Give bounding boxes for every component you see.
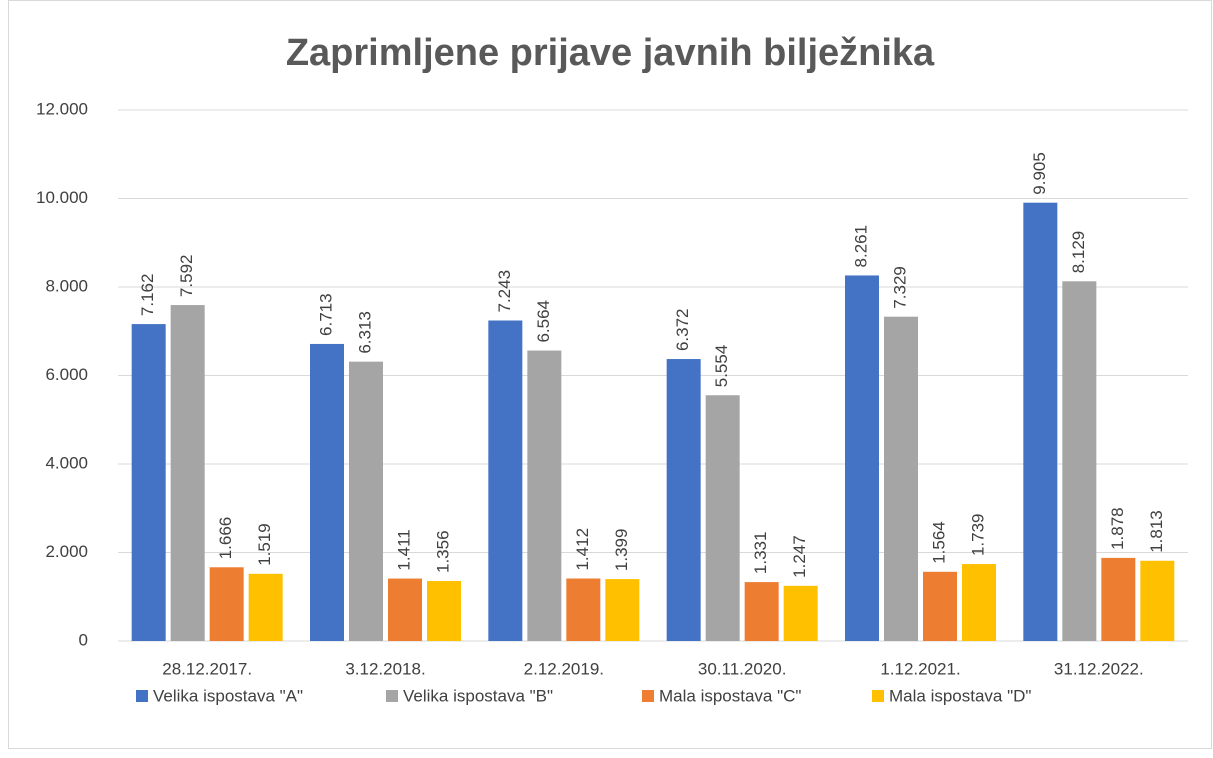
- bar: [488, 320, 523, 641]
- data-label: 7.329: [890, 266, 909, 309]
- x-tick-label: 3.12.2018.: [345, 659, 425, 678]
- bar: [131, 324, 166, 641]
- bar: [427, 580, 461, 641]
- bar: [209, 567, 244, 641]
- y-tick-label: 0: [79, 630, 88, 649]
- legend-label: Mala ispostava "D": [889, 686, 1031, 705]
- data-label: 5.554: [712, 345, 731, 388]
- bar: [170, 305, 205, 641]
- legend-swatch: [136, 690, 148, 702]
- bar: [1140, 560, 1175, 641]
- x-tick-label: 2.12.2019.: [524, 659, 604, 678]
- bar: [783, 585, 818, 641]
- bar: [1023, 202, 1058, 642]
- y-tick-label: 2.000: [45, 542, 88, 561]
- bar: [705, 395, 740, 641]
- legend-label: Mala ispostava "C": [659, 686, 801, 705]
- bar: [962, 564, 996, 641]
- data-label: 1.356: [433, 530, 452, 573]
- data-label: 8.261: [851, 225, 870, 268]
- bar: [310, 343, 344, 641]
- data-label: 7.243: [495, 270, 514, 313]
- legend-swatch: [872, 690, 884, 702]
- legend-label: Velika ispostava "A": [153, 686, 303, 705]
- legend-swatch: [386, 690, 398, 702]
- bar: [349, 361, 383, 641]
- data-label: 6.313: [355, 311, 374, 354]
- data-label: 1.564: [929, 521, 948, 564]
- data-label: 7.162: [138, 274, 157, 317]
- data-label: 1.739: [968, 514, 987, 557]
- data-label: 8.129: [1069, 231, 1088, 274]
- bar: [388, 578, 422, 641]
- x-tick-label: 28.12.2017.: [162, 659, 252, 678]
- data-label: 7.592: [177, 255, 196, 298]
- bar: [248, 573, 283, 641]
- data-label: 1.666: [216, 517, 235, 560]
- y-tick-label: 8.000: [45, 276, 88, 295]
- data-label: 1.247: [790, 535, 809, 578]
- data-label: 9.905: [1030, 152, 1049, 195]
- bar: [884, 316, 918, 641]
- data-label: 1.331: [751, 532, 770, 575]
- bar: [605, 579, 640, 641]
- chart-title: Zaprimljene prijave javnih bilježnika: [286, 32, 935, 74]
- bar: [923, 571, 957, 641]
- bar: [666, 359, 701, 641]
- bar: [1101, 557, 1136, 641]
- bar: [527, 350, 562, 641]
- bar: [845, 275, 879, 641]
- y-tick-label: 10.000: [36, 188, 88, 207]
- data-label: 6.372: [673, 308, 692, 351]
- data-label: 1.412: [573, 528, 592, 571]
- legend-label: Velika ispostava "B": [403, 686, 553, 705]
- data-label: 1.813: [1147, 510, 1166, 553]
- data-label: 1.411: [394, 529, 413, 570]
- y-tick-label: 12.000: [36, 99, 88, 118]
- data-label: 1.519: [255, 523, 274, 566]
- y-tick-label: 4.000: [45, 453, 88, 472]
- x-tick-label: 30.11.2020.: [698, 659, 787, 678]
- y-tick-label: 6.000: [45, 365, 88, 384]
- data-label: 1.878: [1108, 507, 1127, 550]
- x-tick-label: 1.12.2021.: [880, 659, 960, 678]
- x-tick-label: 31.12.2022.: [1054, 659, 1144, 678]
- data-label: 1.399: [612, 529, 631, 572]
- bar: [1062, 281, 1097, 641]
- data-label: 6.564: [534, 300, 553, 343]
- data-label: 6.713: [316, 293, 335, 336]
- bar: [744, 582, 779, 641]
- legend-swatch: [642, 690, 654, 702]
- bar: [566, 578, 601, 641]
